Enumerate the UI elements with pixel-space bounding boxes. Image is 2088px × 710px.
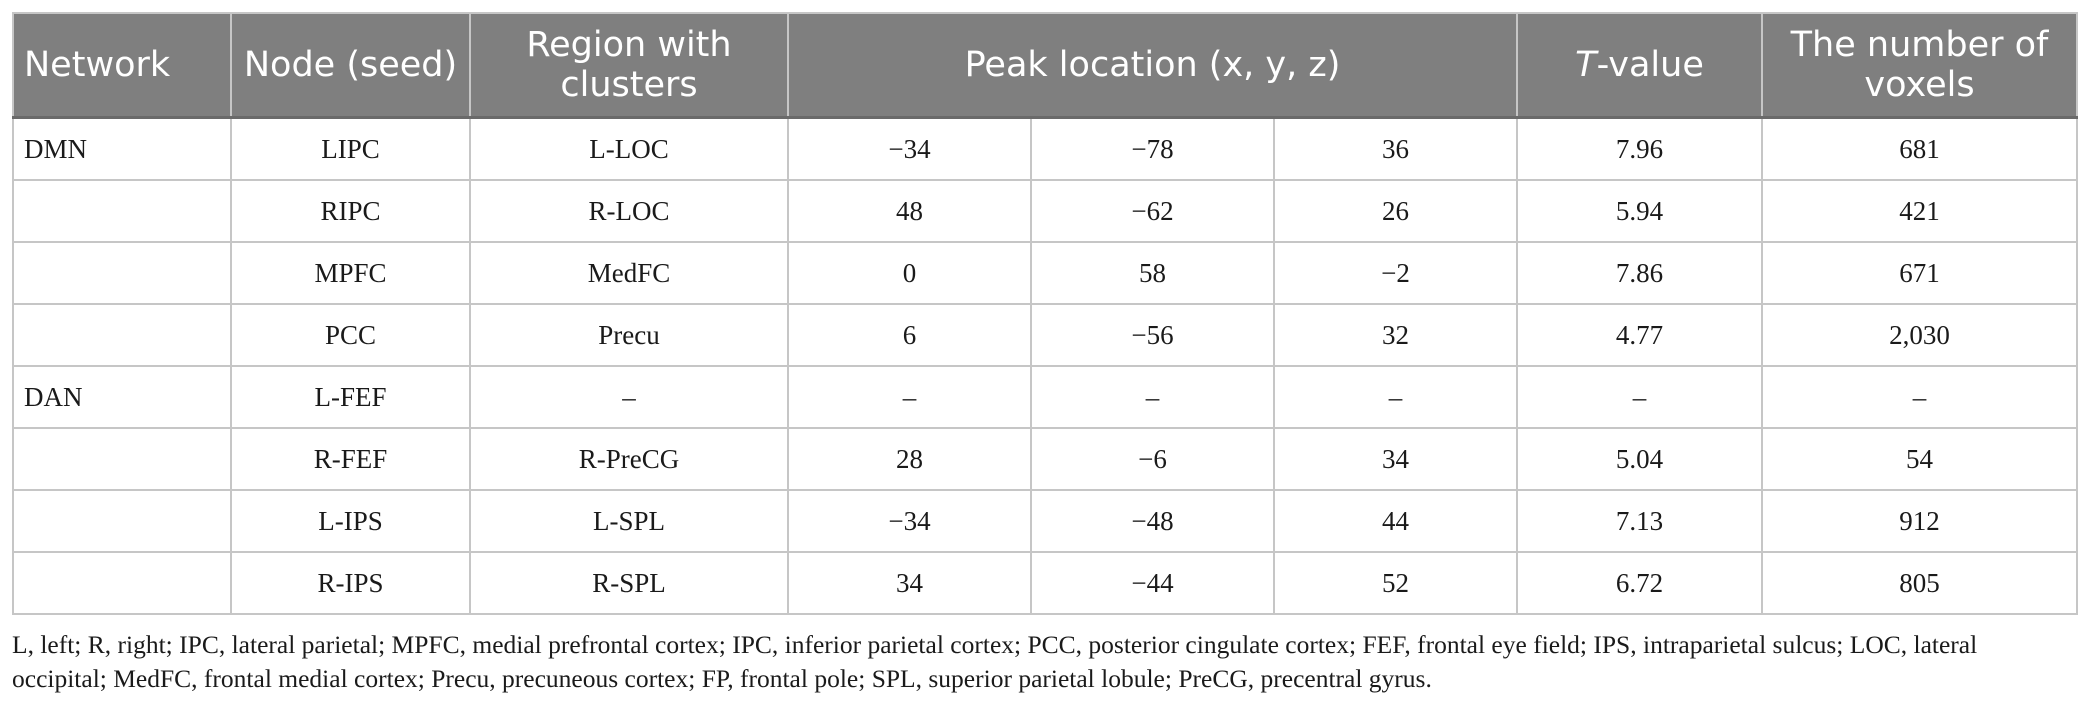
cell-network bbox=[12, 427, 232, 491]
table-row: R-FEF R-PreCG 28 −6 34 5.04 54 bbox=[12, 427, 2079, 491]
header-t-value: T-value bbox=[1516, 12, 1764, 119]
cell-node: PCC bbox=[230, 303, 471, 367]
cell-voxels: 2,030 bbox=[1761, 303, 2079, 367]
cell-voxels: 421 bbox=[1761, 179, 2079, 243]
cell-x: −34 bbox=[787, 489, 1032, 553]
cell-region: R-PreCG bbox=[469, 427, 789, 491]
cell-y: −48 bbox=[1030, 489, 1275, 553]
cell-region: L-LOC bbox=[469, 116, 789, 181]
cell-t-value: 5.04 bbox=[1516, 427, 1764, 491]
cell-z: 52 bbox=[1272, 551, 1519, 615]
cell-network bbox=[12, 179, 232, 243]
cell-x: 34 bbox=[787, 551, 1032, 615]
cell-voxels: 671 bbox=[1761, 241, 2079, 305]
table-row: DMN LIPC L-LOC −34 −78 36 7.96 681 bbox=[12, 116, 2079, 181]
table-footnote: L, left; R, right; IPC, lateral parietal… bbox=[12, 630, 1978, 693]
cell-node: LIPC bbox=[230, 116, 471, 181]
cell-y: −56 bbox=[1030, 303, 1275, 367]
cell-t-value: 6.72 bbox=[1516, 551, 1764, 615]
cell-region: R-LOC bbox=[469, 179, 789, 243]
cell-voxels: – bbox=[1761, 365, 2079, 429]
cell-z: – bbox=[1272, 365, 1519, 429]
cell-x: 48 bbox=[787, 179, 1032, 243]
header-voxels: The number of voxels bbox=[1761, 12, 2079, 119]
cell-region: MedFC bbox=[469, 241, 789, 305]
cell-t-value: 7.96 bbox=[1516, 116, 1764, 181]
cell-node: RIPC bbox=[230, 179, 471, 243]
header-peak-location: Peak location (x, y, z) bbox=[786, 12, 1519, 119]
cell-network bbox=[12, 241, 232, 305]
cell-network: DMN bbox=[12, 116, 232, 181]
table-row: MPFC MedFC 0 58 −2 7.86 671 bbox=[12, 241, 2079, 305]
cell-z: 26 bbox=[1272, 179, 1519, 243]
header-t-italic: T bbox=[1575, 45, 1597, 85]
cell-voxels: 54 bbox=[1761, 427, 2079, 491]
cell-y: −62 bbox=[1030, 179, 1275, 243]
cell-x: – bbox=[787, 365, 1032, 429]
cell-x: −34 bbox=[787, 116, 1032, 181]
cell-x: 0 bbox=[787, 241, 1032, 305]
cell-t-value: 7.86 bbox=[1516, 241, 1764, 305]
header-row: Network Node (seed) Region with clusters… bbox=[12, 12, 2079, 119]
cell-voxels: 681 bbox=[1761, 116, 2079, 181]
table-row: PCC Precu 6 −56 32 4.77 2,030 bbox=[12, 303, 2079, 367]
header-t-rest: -value bbox=[1596, 45, 1704, 85]
results-table-container: Network Node (seed) Region with clusters… bbox=[12, 12, 2079, 615]
cell-y: −78 bbox=[1030, 116, 1275, 181]
cell-node: L-IPS bbox=[230, 489, 471, 553]
cell-node: R-FEF bbox=[230, 427, 471, 491]
cell-region: – bbox=[469, 365, 789, 429]
cell-node: R-IPS bbox=[230, 551, 471, 615]
cell-t-value: – bbox=[1516, 365, 1764, 429]
cell-z: 44 bbox=[1272, 489, 1519, 553]
table-row: L-IPS L-SPL −34 −48 44 7.13 912 bbox=[12, 489, 2079, 553]
cell-t-value: 5.94 bbox=[1516, 179, 1764, 243]
cell-network: DAN bbox=[12, 365, 232, 429]
cell-node: L-FEF bbox=[230, 365, 471, 429]
cell-network bbox=[12, 551, 232, 615]
table-row: RIPC R-LOC 48 −62 26 5.94 421 bbox=[12, 179, 2079, 243]
cell-region: R-SPL bbox=[469, 551, 789, 615]
cell-y: 58 bbox=[1030, 241, 1275, 305]
cell-y: – bbox=[1030, 365, 1275, 429]
header-region: Region with clusters bbox=[469, 12, 789, 119]
header-network: Network bbox=[12, 12, 232, 119]
cell-x: 6 bbox=[787, 303, 1032, 367]
cell-network bbox=[12, 303, 232, 367]
table-row: R-IPS R-SPL 34 −44 52 6.72 805 bbox=[12, 551, 2079, 615]
cell-voxels: 805 bbox=[1761, 551, 2079, 615]
table-row: DAN L-FEF – – – – – – bbox=[12, 365, 2079, 429]
cell-z: 36 bbox=[1272, 116, 1519, 181]
results-table: Network Node (seed) Region with clusters… bbox=[12, 12, 2079, 615]
table-body: DMN LIPC L-LOC −34 −78 36 7.96 681 RIPC … bbox=[12, 116, 2079, 615]
cell-region: Precu bbox=[469, 303, 789, 367]
cell-region: L-SPL bbox=[469, 489, 789, 553]
cell-z: 32 bbox=[1272, 303, 1519, 367]
cell-x: 28 bbox=[787, 427, 1032, 491]
cell-y: −6 bbox=[1030, 427, 1275, 491]
cell-y: −44 bbox=[1030, 551, 1275, 615]
cell-t-value: 4.77 bbox=[1516, 303, 1764, 367]
cell-voxels: 912 bbox=[1761, 489, 2079, 553]
cell-z: 34 bbox=[1272, 427, 1519, 491]
cell-t-value: 7.13 bbox=[1516, 489, 1764, 553]
cell-network bbox=[12, 489, 232, 553]
cell-node: MPFC bbox=[230, 241, 471, 305]
header-node: Node (seed) bbox=[230, 12, 471, 119]
cell-z: −2 bbox=[1272, 241, 1519, 305]
